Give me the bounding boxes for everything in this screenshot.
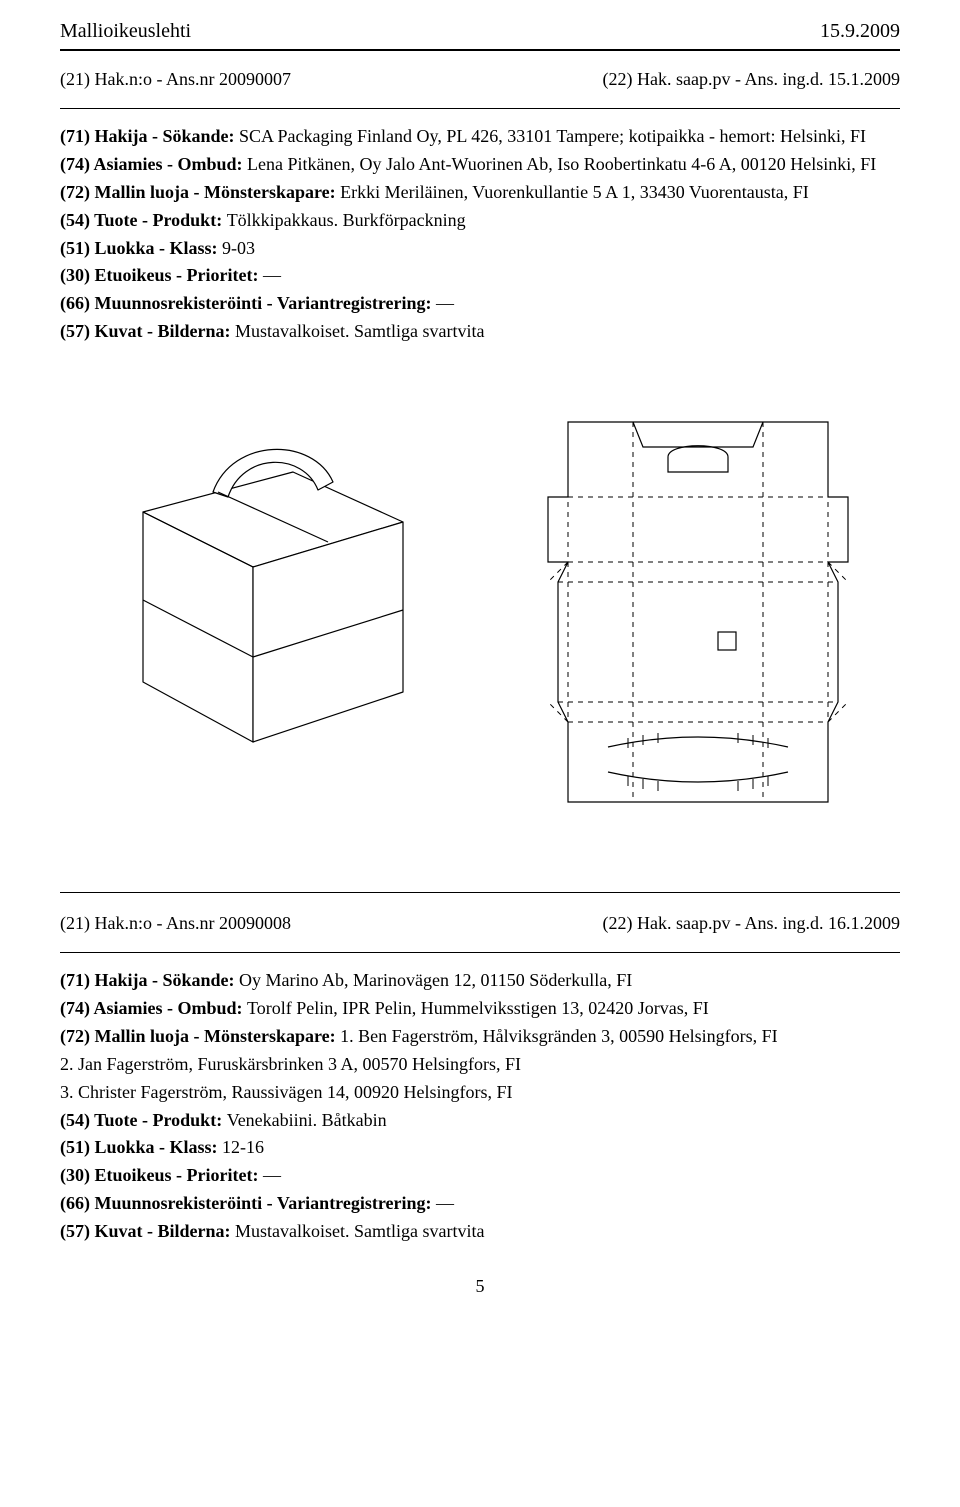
field-line: (51) Luokka - Klass: 9-03 xyxy=(60,235,900,263)
field-value: Tölkkipakkaus. Burkförpackning xyxy=(227,210,466,230)
field-line: (72) Mallin luoja - Mönsterskapare: Erkk… xyxy=(60,179,900,207)
field-value: Lena Pitkänen, Oy Jalo Ant-Wuorinen Ab, … xyxy=(247,154,876,174)
field-line: (66) Muunnosrekisteröinti - Variantregis… xyxy=(60,290,900,318)
field-label: (71) Hakija - Sökande: xyxy=(60,126,239,146)
field-line: (51) Luokka - Klass: 12-16 xyxy=(60,1134,900,1162)
field-value: 3. Christer Fagerström, Raussivägen 14, … xyxy=(60,1082,512,1102)
filing-label: (22) Hak. saap.pv - Ans. ing.d. xyxy=(603,69,828,89)
field-label: (74) Asiamies - Ombud: xyxy=(60,998,247,1018)
field-value: Torolf Pelin, IPR Pelin, Hummelviksstige… xyxy=(247,998,709,1018)
field-label: (30) Etuoikeus - Prioritet: xyxy=(60,1165,263,1185)
field-line: 2. Jan Fagerström, Furuskärsbrinken 3 A,… xyxy=(60,1051,900,1079)
filing-date: (22) Hak. saap.pv - Ans. ing.d. 15.1.200… xyxy=(603,69,900,90)
field-label: (51) Luokka - Klass: xyxy=(60,238,222,258)
field-label: (54) Tuote - Produkt: xyxy=(60,1110,227,1130)
field-line: (30) Etuoikeus - Prioritet: — xyxy=(60,1162,900,1190)
field-value: — xyxy=(436,293,454,313)
field-value: Mustavalkoiset. Samtliga svartvita xyxy=(235,1221,484,1241)
journal-title: Mallioikeuslehti xyxy=(60,20,191,43)
figure-box-3d xyxy=(60,382,465,842)
field-line: (72) Mallin luoja - Mönsterskapare: 1. B… xyxy=(60,1023,900,1051)
app-no-value: 20090008 xyxy=(219,913,291,933)
field-value: — xyxy=(263,265,281,285)
filing-value: 16.1.2009 xyxy=(828,913,900,933)
page-number: 5 xyxy=(60,1276,900,1297)
field-label: (74) Asiamies - Ombud: xyxy=(60,154,247,174)
field-value: Venekabiini. Båtkabin xyxy=(227,1110,387,1130)
field-label: (57) Kuvat - Bilderna: xyxy=(60,321,235,341)
entry-rule xyxy=(60,952,900,953)
field-value: 1. Ben Fagerström, Hålviksgränden 3, 005… xyxy=(340,1026,777,1046)
app-no-value: 20090007 xyxy=(219,69,291,89)
field-line: (71) Hakija - Sökande: Oy Marino Ab, Mar… xyxy=(60,967,900,995)
field-value: 12-16 xyxy=(222,1137,264,1157)
field-value: SCA Packaging Finland Oy, PL 426, 33101 … xyxy=(239,126,866,146)
field-line: (30) Etuoikeus - Prioritet: — xyxy=(60,262,900,290)
figures-row xyxy=(60,382,900,842)
field-line: (54) Tuote - Produkt: Venekabiini. Båtka… xyxy=(60,1107,900,1135)
field-label: (71) Hakija - Sökande: xyxy=(60,970,239,990)
entry-rule xyxy=(60,108,900,109)
field-value: Mustavalkoiset. Samtliga svartvita xyxy=(235,321,484,341)
field-label: (72) Mallin luoja - Mönsterskapare: xyxy=(60,1026,340,1046)
field-value: Oy Marino Ab, Marinovägen 12, 01150 Söde… xyxy=(239,970,632,990)
field-value: — xyxy=(263,1165,281,1185)
field-value: 2. Jan Fagerström, Furuskärsbrinken 3 A,… xyxy=(60,1054,521,1074)
filing-value: 15.1.2009 xyxy=(828,69,900,89)
application-number: (21) Hak.n:o - Ans.nr 20090008 xyxy=(60,913,291,934)
entry-separator xyxy=(60,892,900,893)
field-label: (57) Kuvat - Bilderna: xyxy=(60,1221,235,1241)
field-value: — xyxy=(436,1193,454,1213)
field-label: (30) Etuoikeus - Prioritet: xyxy=(60,265,263,285)
entry-header: (21) Hak.n:o - Ans.nr 20090008 (22) Hak.… xyxy=(60,913,900,934)
field-label: (51) Luokka - Klass: xyxy=(60,1137,222,1157)
header-rule xyxy=(60,49,900,51)
field-value: Erkki Meriläinen, Vuorenkullantie 5 A 1,… xyxy=(340,182,809,202)
app-no-label: (21) Hak.n:o - Ans.nr xyxy=(60,913,219,933)
field-line: (66) Muunnosrekisteröinti - Variantregis… xyxy=(60,1190,900,1218)
field-label: (66) Muunnosrekisteröinti - Variantregis… xyxy=(60,293,436,313)
field-line: (74) Asiamies - Ombud: Torolf Pelin, IPR… xyxy=(60,995,900,1023)
field-line: (57) Kuvat - Bilderna: Mustavalkoiset. S… xyxy=(60,1218,900,1246)
field-line: (54) Tuote - Produkt: Tölkkipakkaus. Bur… xyxy=(60,207,900,235)
page-header: Mallioikeuslehti 15.9.2009 xyxy=(60,20,900,43)
figure-box-flat xyxy=(495,382,900,842)
filing-label: (22) Hak. saap.pv - Ans. ing.d. xyxy=(603,913,828,933)
entry-header: (21) Hak.n:o - Ans.nr 20090007 (22) Hak.… xyxy=(60,69,900,90)
field-line: (57) Kuvat - Bilderna: Mustavalkoiset. S… xyxy=(60,318,900,346)
field-line: 3. Christer Fagerström, Raussivägen 14, … xyxy=(60,1079,900,1107)
application-number: (21) Hak.n:o - Ans.nr 20090007 xyxy=(60,69,291,90)
field-line: (71) Hakija - Sökande: SCA Packaging Fin… xyxy=(60,123,900,151)
field-label: (72) Mallin luoja - Mönsterskapare: xyxy=(60,182,340,202)
filing-date: (22) Hak. saap.pv - Ans. ing.d. 16.1.200… xyxy=(603,913,900,934)
field-line: (74) Asiamies - Ombud: Lena Pitkänen, Oy… xyxy=(60,151,900,179)
field-value: 9-03 xyxy=(222,238,255,258)
app-no-label: (21) Hak.n:o - Ans.nr xyxy=(60,69,219,89)
field-label: (54) Tuote - Produkt: xyxy=(60,210,227,230)
field-label: (66) Muunnosrekisteröinti - Variantregis… xyxy=(60,1193,436,1213)
page: Mallioikeuslehti 15.9.2009 (21) Hak.n:o … xyxy=(0,0,960,1337)
journal-date: 15.9.2009 xyxy=(820,20,900,43)
